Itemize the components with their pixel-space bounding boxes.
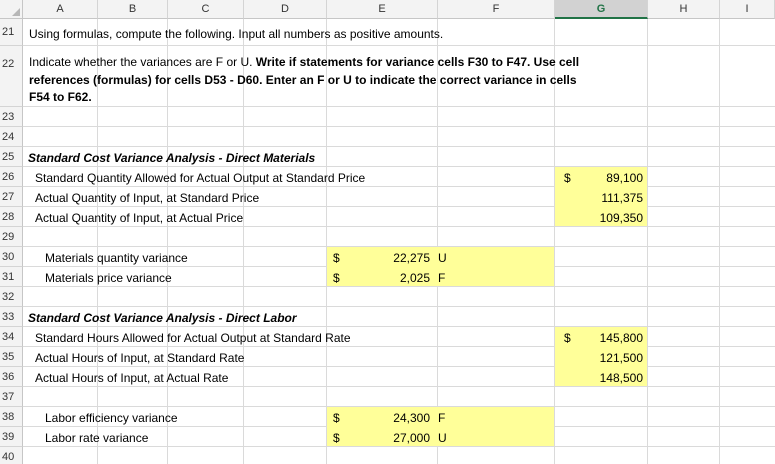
labor-efficiency-variance-value[interactable]: 24,300 [393,411,430,425]
row-header-23[interactable]: 23 [0,107,23,127]
materials-row-value[interactable]: 111,375 [601,191,643,205]
column-gridline [647,19,648,464]
column-gridline [243,19,244,464]
row-gridline [23,126,775,127]
instruction-line-1[interactable]: Using formulas, compute the following. I… [29,27,444,41]
variance-dollar: $ [333,431,340,445]
row-header-33[interactable]: 33 [0,307,23,327]
column-header-h[interactable]: H [648,0,720,19]
row-header-22[interactable]: 22 [0,46,23,107]
variance-dollar: $ [333,411,340,425]
materials-heading[interactable]: Standard Cost Variance Analysis - Direct… [28,151,316,165]
row-header-36[interactable]: 36 [0,367,23,387]
materials-row-label[interactable]: Actual Quantity of Input, at Actual Pric… [35,211,244,225]
column-gridline [326,19,327,464]
instruction-line-2-bold: Write if statements for variance cells F… [255,55,580,69]
column-gridline [719,19,720,464]
row-header-24[interactable]: 24 [0,127,23,147]
row-header-38[interactable]: 38 [0,407,23,427]
labor-row-label[interactable]: Actual Hours of Input, at Actual Rate [35,371,229,385]
column-header-d[interactable]: D [244,0,327,19]
materials-row-label[interactable]: Actual Quantity of Input, at Standard Pr… [35,191,260,205]
materials-quantity-variance-flag[interactable]: U [438,251,447,265]
materials-quantity-variance-label[interactable]: Materials quantity variance [45,251,188,265]
row-gridline [23,326,775,327]
row-header-31[interactable]: 31 [0,267,23,287]
column-gridline [97,19,98,464]
row-gridline [23,45,775,46]
row-gridline [23,246,775,247]
column-header-g[interactable]: G [555,0,648,19]
instruction-line-4[interactable]: F54 to F62. [29,90,92,104]
labor-efficiency-variance-flag[interactable]: F [438,411,446,425]
materials-row-label[interactable]: Standard Quantity Allowed for Actual Out… [35,171,366,185]
materials-row-value[interactable]: 89,100 [606,171,643,185]
row-gridline [23,446,775,447]
row-header-26[interactable]: 26 [0,167,23,187]
row-header-37[interactable]: 37 [0,387,23,407]
instruction-line-3[interactable]: references (formulas) for cells D53 - D6… [29,73,577,87]
row-header-32[interactable]: 32 [0,287,23,307]
row-gridline [23,226,775,227]
materials-price-variance-label[interactable]: Materials price variance [45,271,172,285]
labor-rate-variance-label[interactable]: Labor rate variance [45,431,149,445]
labor-row-label[interactable]: Standard Hours Allowed for Actual Output… [35,331,351,345]
materials-row-value[interactable]: 109,350 [599,211,643,225]
row-gridline [23,306,775,307]
column-header-b[interactable]: B [98,0,168,19]
row-gridline [23,146,775,147]
column-header-a[interactable]: A [23,0,98,19]
materials-quantity-variance-value[interactable]: 22,275 [393,251,430,265]
column-gridline [437,19,438,464]
row-gridline [23,366,775,367]
row-header-25[interactable]: 25 [0,147,23,167]
highlighted-cell-range [555,167,647,226]
row-gridline [23,346,775,347]
column-header-e[interactable]: E [327,0,438,19]
row-gridline [23,286,775,287]
row-header-27[interactable]: 27 [0,187,23,207]
instruction-line-2-normal: Indicate whether the variances are F or … [29,55,256,69]
labor-row-dollar: $ [564,331,571,345]
instruction-line-2[interactable]: Indicate whether the variances are F or … [29,55,579,69]
labor-row-value[interactable]: 121,500 [599,351,643,365]
highlighted-cell-range [327,247,554,286]
row-header-40[interactable]: 40 [0,447,23,464]
column-header-f[interactable]: F [438,0,555,19]
row-header-34[interactable]: 34 [0,327,23,347]
row-header-39[interactable]: 39 [0,427,23,447]
variance-dollar: $ [333,251,340,265]
labor-row-value[interactable]: 145,800 [599,331,643,345]
row-header-21[interactable]: 21 [0,19,23,46]
row-gridline [23,206,775,207]
variance-dollar: $ [333,271,340,285]
materials-price-variance-value[interactable]: 2,025 [399,271,430,285]
row-header-29[interactable]: 29 [0,227,23,247]
labor-efficiency-variance-label[interactable]: Labor efficiency variance [45,411,178,425]
materials-price-variance-flag[interactable]: F [438,271,446,285]
column-header-i[interactable]: I [720,0,775,19]
row-header-35[interactable]: 35 [0,347,23,367]
column-gridline [554,19,555,464]
row-header-30[interactable]: 30 [0,247,23,267]
column-gridline [167,19,168,464]
materials-row-dollar: $ [564,171,571,185]
labor-row-label[interactable]: Actual Hours of Input, at Standard Rate [35,351,245,365]
labor-rate-variance-value[interactable]: 27,000 [393,431,430,445]
row-gridline [23,386,775,387]
labor-row-value[interactable]: 148,500 [599,371,643,385]
row-gridline [23,406,775,407]
labor-rate-variance-flag[interactable]: U [438,431,447,445]
labor-heading[interactable]: Standard Cost Variance Analysis - Direct… [28,311,297,325]
column-header-c[interactable]: C [168,0,244,19]
select-all-corner[interactable] [0,0,23,19]
row-gridline [23,186,775,187]
row-gridline [23,166,775,167]
highlighted-cell-range [555,327,647,386]
row-header-28[interactable]: 28 [0,207,23,227]
highlighted-cell-range [327,407,554,446]
row-gridline [23,106,775,107]
